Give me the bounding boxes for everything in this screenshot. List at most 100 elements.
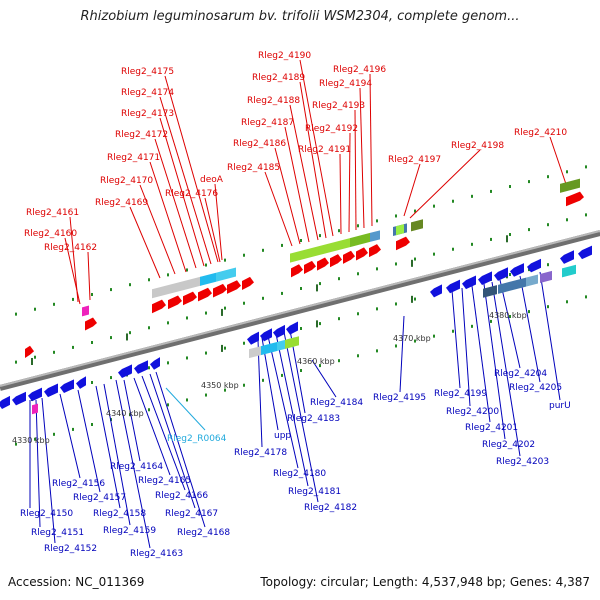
tick-outer bbox=[509, 185, 511, 188]
annotation-block bbox=[560, 179, 580, 193]
tick-inner-top bbox=[167, 321, 169, 324]
gene-label[interactable]: Rleg2_4158 bbox=[93, 509, 146, 519]
major-tick bbox=[126, 333, 128, 340]
gene-label[interactable]: Rleg2_4160 bbox=[24, 229, 77, 239]
gene-label[interactable]: Rleg2_4164 bbox=[110, 462, 163, 472]
kbp-label-4360: 4360 kbp bbox=[297, 357, 335, 366]
gene-label[interactable]: Rleg2_4193 bbox=[312, 101, 365, 111]
tick-outer-bottom bbox=[205, 394, 207, 397]
gene-label[interactable]: Rleg2_4159 bbox=[103, 526, 156, 536]
leader-line bbox=[520, 276, 540, 382]
forward-gene-arrow bbox=[343, 251, 355, 264]
gene-label[interactable]: Rleg2_4184 bbox=[310, 398, 363, 408]
annotation-block bbox=[483, 285, 497, 298]
tick-inner-top bbox=[224, 307, 226, 310]
tick-inner-bottom bbox=[300, 327, 302, 330]
tick-inner-top bbox=[471, 243, 473, 246]
gene-label[interactable]: Rleg2_4170 bbox=[100, 176, 153, 186]
tick-inner-top bbox=[338, 277, 340, 280]
gene-label[interactable]: Rleg2_4151 bbox=[31, 528, 84, 538]
gene-label[interactable]: Rleg2_4196 bbox=[333, 65, 386, 75]
gene-label[interactable]: Rleg2_4182 bbox=[304, 503, 357, 513]
tick-inner-top bbox=[300, 287, 302, 290]
gene-label[interactable]: Rleg2_4197 bbox=[388, 155, 441, 165]
gene-label[interactable]: Rleg2_4172 bbox=[115, 130, 168, 140]
gene-label[interactable]: Rleg2_4189 bbox=[252, 73, 305, 83]
gene-label[interactable]: upp bbox=[274, 431, 291, 441]
gene-label[interactable]: Rleg2_4156 bbox=[52, 479, 105, 489]
forward-gene-labels[interactable]: Rleg2_4161 Rleg2_4160 Rleg2_4162 Rleg2_4… bbox=[24, 51, 567, 253]
tick-inner-bottom bbox=[319, 322, 321, 325]
gene-label[interactable]: Rleg2_4191 bbox=[298, 145, 351, 155]
gene-label[interactable]: Rleg2_4210 bbox=[514, 128, 567, 138]
tick-outer-bottom bbox=[148, 408, 150, 411]
reverse-gene-labels[interactable]: Rleg2_4150 Rleg2_4151 Rleg2_4152 Rleg2_4… bbox=[20, 369, 571, 559]
tick-outer-bottom bbox=[91, 423, 93, 426]
gene-label[interactable]: purU bbox=[549, 401, 571, 411]
gene-label[interactable]: Rleg2_4161 bbox=[26, 208, 79, 218]
gene-label[interactable]: Rleg2_4173 bbox=[121, 109, 174, 119]
gene-label[interactable]: Rleg2_4167 bbox=[165, 509, 218, 519]
reverse-gene-arrow bbox=[60, 379, 74, 393]
gene-label[interactable]: Rleg2_4186 bbox=[233, 139, 286, 149]
gene-label[interactable]: Rleg2_4205 bbox=[509, 383, 562, 393]
gene-label[interactable]: Rleg2_4178 bbox=[234, 448, 287, 458]
gene-label[interactable]: Rleg2_4162 bbox=[44, 243, 97, 253]
gene-label[interactable]: Rleg2_4185 bbox=[227, 163, 280, 173]
rna-gene-label[interactable]: Rleg2_R0064 bbox=[167, 434, 227, 444]
gene-label[interactable]: Rleg2_4201 bbox=[465, 423, 518, 433]
gene-label[interactable]: Rleg2_4198 bbox=[451, 141, 504, 151]
gene-label[interactable]: Rleg2_4187 bbox=[241, 118, 294, 128]
gene-label[interactable]: Rleg2_4195 bbox=[373, 393, 426, 403]
gene-label[interactable]: Rleg2_4152 bbox=[44, 544, 97, 554]
reverse-gene-arrow bbox=[134, 360, 148, 374]
tick-outer-bottom bbox=[547, 305, 549, 308]
gene-label[interactable]: Rleg2_4188 bbox=[247, 96, 300, 106]
major-tick bbox=[31, 358, 33, 365]
gene-label[interactable]: Rleg2_4174 bbox=[121, 88, 174, 98]
leader-line bbox=[165, 76, 218, 262]
gene-label[interactable]: Rleg2_4150 bbox=[20, 509, 73, 519]
gene-label[interactable]: Rleg2_4157 bbox=[73, 493, 126, 503]
gene-label[interactable]: Rleg2_4180 bbox=[273, 469, 326, 479]
tick-outer bbox=[395, 214, 397, 217]
leader-line bbox=[36, 400, 40, 527]
gene-label[interactable]: Rleg2_4165 bbox=[138, 476, 191, 486]
gene-label[interactable]: Rleg2_4163 bbox=[130, 549, 183, 559]
gene-label[interactable]: Rleg2_4176 bbox=[165, 189, 218, 199]
kbp-label-4370: 4370 kbp bbox=[393, 334, 431, 343]
tick-outer-bottom bbox=[357, 354, 359, 357]
tick-inner-top bbox=[357, 272, 359, 275]
gene-label[interactable]: Rleg2_4199 bbox=[434, 389, 487, 399]
kbp-label-4380: 4380 kbp bbox=[489, 311, 527, 320]
gene-label[interactable]: Rleg2_4175 bbox=[121, 67, 174, 77]
genome-map[interactable]: 4330 kbp 4340 kbp 4350 kbp 4360 kbp 4370… bbox=[0, 0, 600, 600]
gene-label[interactable]: Rleg2_4168 bbox=[177, 528, 230, 538]
gene-label[interactable]: Rleg2_4202 bbox=[482, 440, 535, 450]
gene-label[interactable]: Rleg2_4190 bbox=[258, 51, 311, 61]
tick-inner-top bbox=[148, 326, 150, 329]
forward-gene-arrow bbox=[152, 300, 166, 314]
gene-label[interactable]: Rleg2_4194 bbox=[319, 79, 372, 89]
gene-label[interactable]: Rleg2_4203 bbox=[496, 457, 549, 467]
gene-label[interactable]: Rleg2_4204 bbox=[494, 369, 547, 379]
gene-label[interactable]: Rleg2_4171 bbox=[107, 153, 160, 163]
gene-label[interactable]: deoA bbox=[200, 175, 224, 185]
annotation-block bbox=[249, 346, 261, 358]
tick-outer bbox=[34, 308, 36, 311]
reverse-gene-arrow bbox=[76, 376, 86, 389]
gene-label[interactable]: Rleg2_4166 bbox=[155, 491, 208, 501]
genome-map-page: Rhizobium leguminosarum bv. trifolii WSM… bbox=[0, 0, 600, 600]
gene-label[interactable]: Rleg2_4192 bbox=[305, 124, 358, 134]
tick-inner-bottom bbox=[395, 302, 397, 305]
gene-label[interactable]: Rleg2_4200 bbox=[446, 407, 499, 417]
reverse-gene-arrow bbox=[44, 384, 58, 398]
annotation-block bbox=[200, 273, 216, 286]
tick-inner-top bbox=[319, 282, 321, 285]
annotation-block bbox=[216, 268, 236, 282]
gene-label[interactable]: Rleg2_4169 bbox=[95, 198, 148, 208]
gene-label[interactable]: Rleg2_4183 bbox=[287, 414, 340, 424]
leader-line bbox=[452, 290, 460, 388]
gene-label[interactable]: Rleg2_4181 bbox=[288, 487, 341, 497]
topology-text: Topology: circular; Length: 4,537,948 bp… bbox=[260, 575, 590, 589]
